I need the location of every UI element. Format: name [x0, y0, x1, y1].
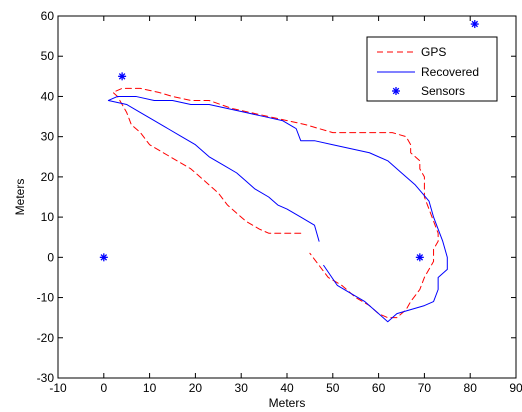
x-tick-label: 20 [189, 381, 203, 395]
x-tick-label: 0 [100, 381, 107, 395]
y-tick-label: 20 [41, 170, 55, 184]
x-tick-label: 60 [372, 381, 386, 395]
x-tick-label: 30 [235, 381, 249, 395]
y-tick-label: 30 [41, 130, 55, 144]
legend-label-sensors: Sensors [421, 84, 465, 98]
x-tick-label: 50 [326, 381, 340, 395]
x-axis-label: Meters [269, 396, 306, 410]
y-axis-label: Meters [13, 179, 27, 216]
x-tick-label: 80 [464, 381, 478, 395]
x-tick-label: 10 [143, 381, 157, 395]
x-axis-ticks: -10 0 10 20 30 40 50 60 70 80 90 [49, 16, 522, 395]
series-layer [107, 87, 448, 323]
x-tick-label: 70 [418, 381, 432, 395]
y-tick-label: -30 [37, 371, 55, 385]
sensor-marker [99, 253, 108, 262]
x-tick-label: 90 [509, 381, 522, 395]
y-tick-label: 50 [41, 49, 55, 63]
gps-path [112, 87, 439, 319]
recovered-path [107, 95, 448, 323]
sensor-marker [415, 253, 424, 262]
x-tick-label: -10 [49, 381, 67, 395]
legend-sensor-asterisk [392, 87, 400, 95]
y-tick-label: 60 [41, 9, 55, 23]
y-tick-label: -10 [37, 291, 55, 305]
sensor-marker [470, 20, 479, 29]
legend-label-recovered: Recovered [421, 65, 479, 79]
legend-label-gps: GPS [421, 45, 446, 59]
legend-box [366, 36, 498, 102]
y-tick-label: 40 [41, 89, 55, 103]
legend: GPS Recovered Sensors [366, 36, 498, 102]
y-axis-ticks: -30 -20 -10 0 10 20 30 40 50 60 [37, 9, 516, 385]
sensor-layer [99, 20, 479, 262]
sensor-marker [118, 72, 127, 81]
legend-marker-sensors [392, 87, 400, 95]
y-tick-label: -20 [37, 331, 55, 345]
x-tick-label: 40 [280, 381, 294, 395]
y-tick-label: 0 [47, 250, 54, 264]
y-tick-label: 10 [41, 210, 55, 224]
